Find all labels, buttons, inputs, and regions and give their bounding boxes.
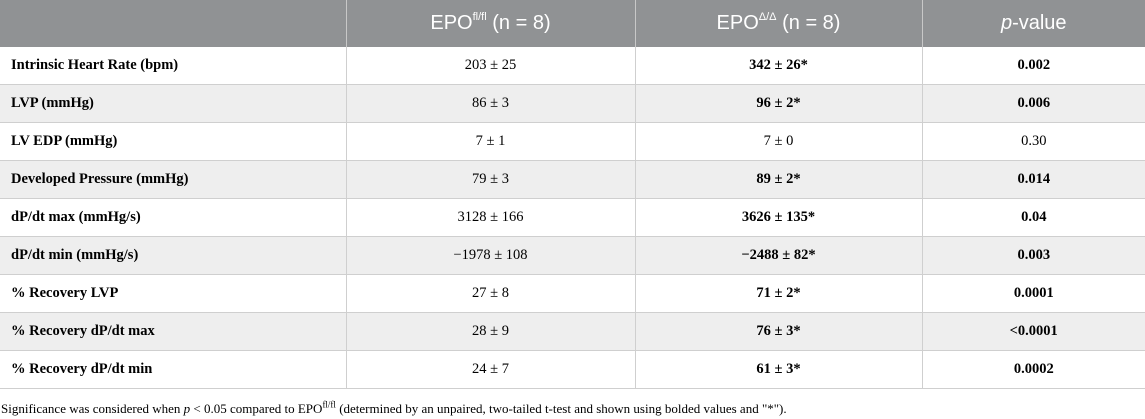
table-row: Developed Pressure (mmHg) 79 ± 3 89 ± 2* 0.… xyxy=(0,160,1145,199)
footnote-sup: fl/fl xyxy=(322,399,336,410)
cell-epo-flfl: 28 ± 9 xyxy=(346,312,636,351)
cell-epo-delta: 61 ± 3* xyxy=(635,350,923,389)
footnote-p-italic: p xyxy=(183,401,191,416)
cell-epo-flfl: 203 ± 25 xyxy=(346,47,636,85)
cell-epo-delta: 71 ± 2* xyxy=(635,274,923,313)
header-epo-flfl-n: (n = 8) xyxy=(486,12,551,34)
footnote-part1: Significance was considered when xyxy=(1,401,184,416)
table-row: % Recovery LVP 27 ± 8 71 ± 2* 0.0001 xyxy=(0,274,1145,313)
cell-p-value: 0.002 xyxy=(922,47,1145,85)
row-label: Developed Pressure (mmHg) xyxy=(0,160,347,199)
table-row: % Recovery dP/dt min 24 ± 7 61 ± 3* 0.0002 xyxy=(0,350,1145,389)
cell-epo-flfl: 86 ± 3 xyxy=(346,84,636,123)
header-epo-flfl-sup: fl/fl xyxy=(472,11,487,24)
header-epo-delta-sup: Δ/Δ xyxy=(758,11,777,24)
cell-epo-flfl: 79 ± 3 xyxy=(346,160,636,199)
row-label: dP/dt max (mmHg/s) xyxy=(0,198,347,237)
cell-p-value: 0.014 xyxy=(922,160,1145,199)
table-body: Intrinsic Heart Rate (bpm) 203 ± 25 342 ± … xyxy=(0,47,1145,389)
cell-epo-delta: 7 ± 0 xyxy=(635,122,923,161)
header-epo-flfl-base: EPO xyxy=(430,12,473,34)
footnote-part2: < 0.05 compared to EPO xyxy=(190,401,323,416)
cell-p-value: 0.04 xyxy=(922,198,1145,237)
footnote-part3: (determined by an unpaired, two-tailed t… xyxy=(335,401,787,416)
cell-epo-delta: −2488 ± 82* xyxy=(635,236,923,275)
header-blank xyxy=(0,0,347,47)
table-row: dP/dt min (mmHg/s) −1978 ± 108 −2488 ± 82*… xyxy=(0,236,1145,275)
cell-p-value: 0.30 xyxy=(922,122,1145,161)
cell-epo-flfl: 7 ± 1 xyxy=(346,122,636,161)
cell-epo-delta: 76 ± 3* xyxy=(635,312,923,351)
table-row: % Recovery dP/dt max 28 ± 9 76 ± 3* <0.0001 xyxy=(0,312,1145,351)
cell-epo-delta: 96 ± 2* xyxy=(635,84,923,123)
table-row: LVP (mmHg) 86 ± 3 96 ± 2* 0.006 xyxy=(0,84,1145,123)
cell-p-value: 0.003 xyxy=(922,236,1145,275)
cell-epo-delta: 3626 ± 135* xyxy=(635,198,923,237)
table-row: dP/dt max (mmHg/s) 3128 ± 166 3626 ± 135* 0… xyxy=(0,198,1145,237)
cell-p-value: 0.006 xyxy=(922,84,1145,123)
header-p-suffix: -value xyxy=(1012,12,1067,34)
cell-epo-flfl: 3128 ± 166 xyxy=(346,198,636,237)
footnote: Significance was considered when p < 0.0… xyxy=(1,399,787,417)
cell-epo-flfl: −1978 ± 108 xyxy=(346,236,636,275)
header-p-value: p-value xyxy=(922,0,1145,47)
cell-p-value: <0.0001 xyxy=(922,312,1145,351)
table-header-row: EPOfl/fl (n = 8) EPOΔ/Δ (n = 8) p-value xyxy=(0,0,1145,47)
header-p-italic: p xyxy=(1000,12,1013,34)
cell-epo-flfl: 24 ± 7 xyxy=(346,350,636,389)
header-epo-delta-base: EPO xyxy=(716,12,759,34)
results-table: EPOfl/fl (n = 8) EPOΔ/Δ (n = 8) p-value … xyxy=(0,0,1145,389)
row-label: % Recovery dP/dt max xyxy=(0,312,347,351)
row-label: Intrinsic Heart Rate (bpm) xyxy=(0,47,347,85)
row-label: LV EDP (mmHg) xyxy=(0,122,347,161)
row-label: % Recovery LVP xyxy=(0,274,347,313)
header-epo-delta: EPOΔ/Δ (n = 8) xyxy=(635,0,923,47)
cell-p-value: 0.0002 xyxy=(922,350,1145,389)
cell-epo-delta: 342 ± 26* xyxy=(635,47,923,85)
header-epo-flfl: EPOfl/fl (n = 8) xyxy=(346,0,636,47)
table-row: Intrinsic Heart Rate (bpm) 203 ± 25 342 ± … xyxy=(0,47,1145,85)
cell-p-value: 0.0001 xyxy=(922,274,1145,313)
cell-epo-flfl: 27 ± 8 xyxy=(346,274,636,313)
row-label: LVP (mmHg) xyxy=(0,84,347,123)
row-label: dP/dt min (mmHg/s) xyxy=(0,236,347,275)
cell-epo-delta: 89 ± 2* xyxy=(635,160,923,199)
row-label: % Recovery dP/dt min xyxy=(0,350,347,389)
header-epo-delta-n: (n = 8) xyxy=(776,12,841,34)
